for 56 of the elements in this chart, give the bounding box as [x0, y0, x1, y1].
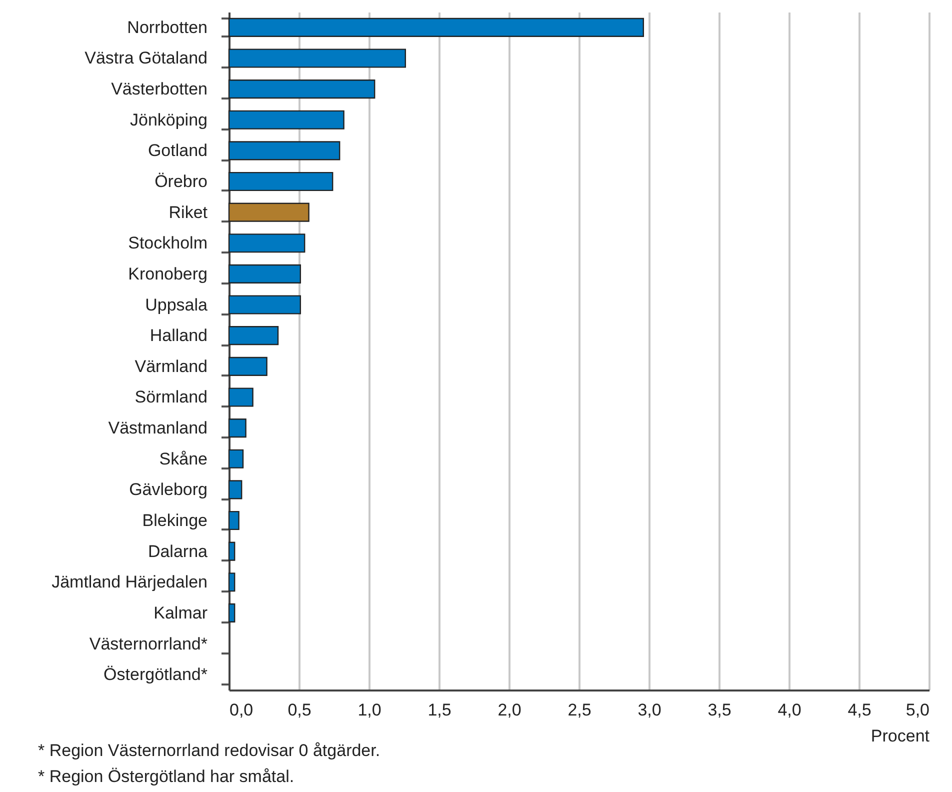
y-tick-label: Värmland: [134, 356, 208, 376]
y-tick-label: Skåne: [159, 449, 208, 468]
bar: [228, 80, 376, 99]
x-tick-label: 1,0: [358, 700, 382, 720]
bar: [228, 295, 301, 314]
x-tick-label: 4,5: [848, 700, 872, 720]
y-tick-label: Örebro: [154, 172, 208, 191]
bar: [228, 172, 334, 192]
bar: [228, 356, 268, 376]
bar: [228, 48, 406, 68]
y-tick-label: Uppsala: [145, 295, 208, 314]
bar: [228, 572, 236, 592]
y-tick-label: Blekinge: [142, 511, 208, 530]
x-tick-label: 2,5: [568, 700, 592, 720]
bar: [228, 449, 244, 468]
y-tick-label: Jämtland Härjedalen: [52, 572, 208, 592]
bar: [228, 510, 240, 530]
y-tick-label: Östergötland*: [104, 665, 208, 684]
y-tick-label: Jönköping: [130, 110, 208, 130]
y-tick-label: Kalmar: [154, 603, 208, 622]
bar: [228, 141, 340, 160]
x-tick-label: 4,0: [778, 700, 802, 720]
bar: [228, 542, 236, 561]
text: * Region Västernorrland redovisar 0 åtgärder.: [38, 740, 380, 762]
y-tick-label: Västra Götaland: [84, 48, 208, 68]
y-tick-label: Kronoberg: [128, 264, 208, 284]
y-tick-label: Västmanland: [108, 418, 208, 438]
y-tick-label: Norrbotten: [127, 18, 208, 37]
x-tick-label: 0,0: [230, 700, 254, 720]
text: * Region Östergötland har småtal.: [38, 766, 296, 788]
bar: [228, 480, 242, 500]
y-tick-label: Sörmland: [134, 388, 208, 407]
bar: [228, 388, 254, 407]
y-tick-label: Västernorrland*: [89, 634, 208, 654]
x-tick-label: 1,5: [428, 700, 452, 720]
x-tick-label: 5,0: [906, 700, 930, 720]
x-tick-label: 2,0: [498, 700, 522, 720]
y-tick-label: Gävleborg: [129, 480, 208, 500]
bar: [228, 234, 306, 253]
bar: [228, 110, 344, 130]
x-axis-title: Procent: [870, 726, 930, 746]
bar: [228, 18, 644, 37]
bar: [228, 326, 279, 346]
y-tick-label: Riket: [168, 202, 208, 222]
bar: [228, 418, 246, 438]
y-tick-label: Västerbotten: [111, 80, 208, 99]
x-tick-label: 3,5: [708, 700, 732, 720]
x-tick-label: 0,5: [288, 700, 312, 720]
y-tick-label: Halland: [150, 326, 208, 346]
bar: [228, 264, 301, 284]
y-tick-label: Stockholm: [128, 234, 208, 253]
bar: [228, 202, 310, 222]
bar: [228, 603, 236, 622]
x-tick-label: 3,0: [638, 700, 662, 720]
y-tick-label: Gotland: [148, 141, 208, 160]
y-tick-label: Dalarna: [148, 542, 208, 561]
